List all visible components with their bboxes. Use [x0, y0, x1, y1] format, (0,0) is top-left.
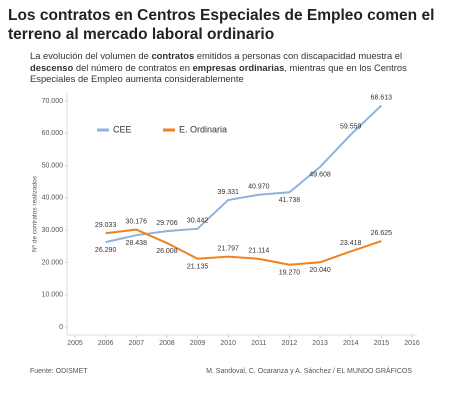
data-label: 68.613: [371, 94, 393, 101]
subtitle-part: , mientras que en los Centros Especiales…: [30, 61, 407, 85]
data-label: 29.033: [95, 222, 117, 229]
subtitle-part: descenso: [30, 61, 74, 73]
x-tick-label: 2013: [312, 340, 328, 347]
data-label: 59.559: [340, 124, 362, 131]
data-label: 30.442: [187, 218, 209, 225]
subtitle-part: contratos: [151, 50, 195, 61]
x-tick-label: 2005: [67, 340, 83, 347]
x-tick-label: 2014: [343, 340, 359, 347]
source: Fuente: ODISMET: [30, 368, 88, 375]
legend-label: CEE: [113, 124, 132, 134]
data-label: 20.040: [309, 267, 331, 274]
data-label: 21.114: [248, 248, 269, 255]
data-label: 41.738: [279, 197, 301, 204]
y-tick-label: 20.000: [42, 259, 64, 266]
credit: M. Sandoval, C. Ocaranza y A. Sánchez / …: [206, 366, 412, 375]
x-tick-label: 2008: [159, 340, 175, 347]
data-label: 23.418: [340, 240, 362, 247]
data-label: 39.331: [217, 189, 239, 196]
series-line: [105, 104, 383, 244]
y-tick-label: 0: [59, 324, 63, 331]
data-label: 30.176: [126, 218, 148, 225]
y-tick-label: 70.000: [42, 98, 64, 105]
x-tick-label: 2016: [404, 340, 420, 347]
x-tick-label: 2006: [98, 340, 114, 347]
data-label: 19.270: [279, 270, 301, 277]
subtitle-part: empresas ordinarias: [192, 61, 285, 73]
data-label: 26.625: [371, 230, 393, 237]
subtitle-part: emitidos a personas con discapacidad mue…: [194, 50, 403, 61]
data-label: 28.438: [126, 240, 148, 247]
x-tick-label: 2007: [128, 340, 144, 347]
y-tick-label: 60.000: [42, 130, 64, 137]
data-label: 40.970: [248, 184, 270, 191]
y-tick-label: 10.000: [42, 292, 64, 299]
series-line: [105, 228, 382, 266]
data-label: 26.008: [156, 248, 178, 255]
data-label: 26.290: [95, 247, 117, 254]
x-tick-label: 2009: [190, 340, 206, 347]
data-label: 21.135: [187, 264, 209, 271]
chart-subtitle: La evolución del volumen de contratos em…: [30, 50, 430, 85]
legend-label: E. Ordinaria: [179, 124, 227, 134]
y-tick-label: 50.000: [42, 162, 64, 169]
data-label: 21.797: [217, 245, 239, 252]
x-tick-label: 2010: [220, 340, 236, 347]
chart-title: Los contratos en Centros Especiales de E…: [8, 7, 435, 43]
x-tick-label: 2011: [251, 340, 266, 347]
subtitle-part: del número de contratos en: [73, 61, 193, 73]
y-axis-label: Nº de contratos realizados: [32, 175, 39, 252]
y-tick-label: 30.000: [42, 227, 64, 234]
x-tick-label: 2012: [282, 340, 298, 347]
data-label: 29.706: [156, 220, 178, 227]
subtitle-part: La evolución del volumen de: [30, 50, 152, 61]
y-tick-label: 40.000: [42, 195, 64, 202]
x-tick-label: 2015: [374, 340, 390, 347]
data-label: 49.608: [309, 172, 331, 179]
